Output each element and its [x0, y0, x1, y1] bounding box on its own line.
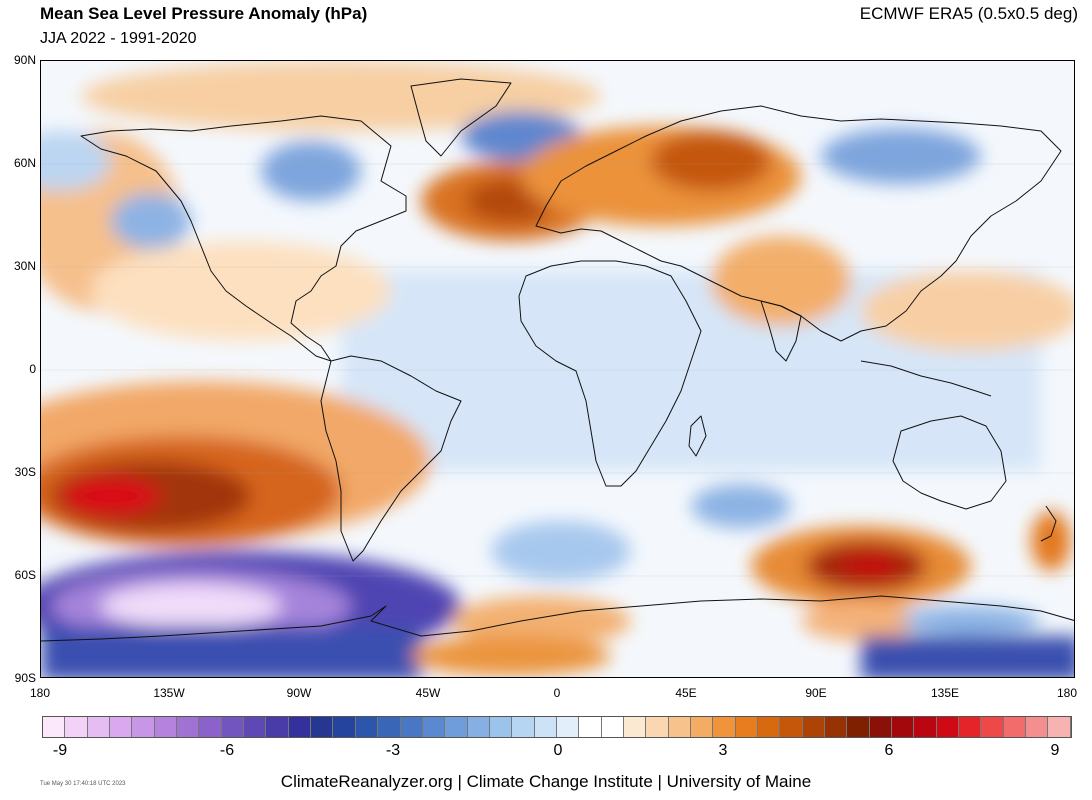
colorbar-swatch [512, 717, 535, 737]
graticule [41, 163, 1074, 577]
map-title: Mean Sea Level Pressure Anomaly (hPa) [40, 4, 368, 23]
lon-label-0: 0 [553, 686, 561, 700]
colorbar-swatch [489, 717, 513, 737]
madagascar-outline [688, 415, 707, 457]
colorbar-swatch [378, 717, 401, 737]
anomaly-map-canvas [41, 61, 1074, 677]
colorbar-swatch [735, 717, 758, 737]
colorbar-swatch [445, 717, 468, 737]
lon-label-45w: 45W [415, 686, 441, 700]
colorbar-label-neg3: -3 [385, 742, 401, 759]
colorbar-label-6: 6 [884, 742, 894, 759]
north-america-outline [80, 115, 407, 362]
coastlines [41, 78, 1074, 642]
lat-label-90s: 90S [14, 671, 36, 685]
data-source-label: ECMWF ERA5 (0.5x0.5 deg) [859, 4, 1078, 23]
eurasia-outline [535, 105, 1062, 342]
colorbar-swatch [1003, 717, 1027, 737]
australia-outline [892, 415, 1007, 510]
colorbar-swatch [825, 717, 848, 737]
lon-label-45e: 45E [675, 686, 697, 700]
anomaly-field [41, 61, 1074, 677]
colorbar-swatch [132, 717, 155, 737]
south-america-outline [320, 355, 462, 562]
colorbar-swatch [154, 717, 178, 737]
colorbar-swatch [981, 717, 1004, 737]
lat-label-30s: 30S [14, 465, 36, 479]
colorbar-label-3: 3 [718, 742, 728, 759]
colorbar-swatch [422, 717, 446, 737]
lat-label-60n: 60N [13, 156, 36, 170]
colorbar-swatch [959, 717, 982, 737]
anomaly-map [40, 60, 1075, 678]
colorbar-swatch [266, 717, 289, 737]
colorbar-swatch [288, 717, 312, 737]
colorbar-swatch [556, 717, 580, 737]
colorbar-swatch [65, 717, 88, 737]
colorbar-swatch [668, 717, 691, 737]
colorbar-swatch [579, 717, 602, 737]
colorbar-swatch [1026, 717, 1049, 737]
map-subtitle: JJA 2022 - 1991-2020 [40, 30, 197, 47]
colorbar-swatch [400, 717, 423, 737]
colorbar-swatch [847, 717, 870, 737]
colorbar-swatch [177, 717, 200, 737]
colorbar-swatch [758, 717, 781, 737]
lat-label-90n: 90N [13, 53, 36, 67]
colorbar-label-neg9: -9 [52, 742, 68, 759]
generated-timestamp: Tue May 30 17:40:18 UTC 2023 [40, 781, 126, 787]
color-scale-bar [42, 716, 1072, 738]
lon-label-180e: 180 [1056, 686, 1078, 700]
credit-line: ClimateReanalyzer.org | Climate Change I… [280, 772, 812, 791]
colorbar-swatch [623, 717, 647, 737]
lat-label-0: 0 [29, 362, 36, 376]
colorbar-label-0: 0 [553, 742, 563, 759]
lon-label-90e: 90E [805, 686, 827, 700]
lat-label-30n: 30N [13, 259, 36, 273]
lon-label-135w: 135W [153, 686, 185, 700]
colorbar-swatch [802, 717, 826, 737]
colorbar-swatch [601, 717, 624, 737]
colorbar-swatch [534, 717, 557, 737]
colorbar-swatch [244, 717, 267, 737]
colorbar-swatch [311, 717, 334, 737]
colorbar-swatch [936, 717, 960, 737]
colorbar-swatch [467, 717, 490, 737]
antarctica-outline [41, 595, 1074, 642]
colorbar-swatch [43, 717, 66, 737]
colorbar-swatch [1048, 717, 1071, 737]
colorbar-swatch [914, 717, 937, 737]
colorbar-swatch [333, 717, 356, 737]
lat-label-60s: 60S [14, 568, 36, 582]
lon-label-135e: 135E [930, 686, 960, 700]
colorbar-swatch [355, 717, 379, 737]
colorbar-swatch [713, 717, 736, 737]
colorbar-label-neg6: -6 [219, 742, 235, 759]
colorbar-swatch [869, 717, 893, 737]
new-zealand-outline [1040, 505, 1057, 542]
lon-label-90w: 90W [286, 686, 312, 700]
indonesia-outline [860, 360, 992, 397]
lon-label-180w: 180 [29, 686, 51, 700]
colorbar-swatch [892, 717, 915, 737]
colorbar-swatch [199, 717, 222, 737]
colorbar-swatch [646, 717, 669, 737]
greenland-outline [410, 78, 512, 157]
colorbar-swatch [690, 717, 714, 737]
colorbar-swatch [221, 717, 245, 737]
india-outline [760, 300, 802, 362]
colorbar-label-9: 9 [1050, 742, 1060, 759]
colorbar-swatch [780, 717, 803, 737]
africa-outline [518, 260, 702, 487]
colorbar-swatch [87, 717, 111, 737]
colorbar-swatch [110, 717, 133, 737]
